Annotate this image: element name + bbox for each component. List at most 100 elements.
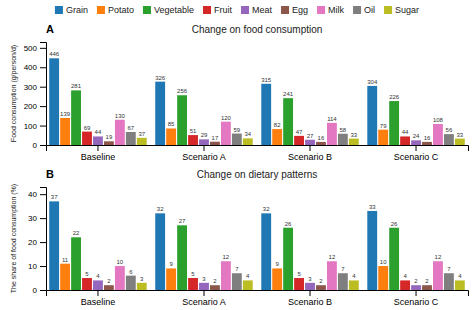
data-label: 2 bbox=[319, 278, 323, 284]
y-tick: 100 bbox=[24, 122, 46, 131]
data-label: 4 bbox=[403, 273, 407, 279]
bar bbox=[411, 140, 421, 145]
bar-series bbox=[93, 280, 421, 290]
y-tick-mark bbox=[40, 145, 46, 146]
data-label: 59 bbox=[233, 127, 240, 133]
y-tick-mark bbox=[40, 67, 46, 68]
bar bbox=[400, 280, 410, 290]
data-label: 37 bbox=[138, 131, 145, 137]
bar-series bbox=[49, 58, 377, 145]
data-label: 56 bbox=[446, 127, 453, 133]
legend-swatch bbox=[55, 6, 63, 14]
y-axis-title: Food consumption (g/person/d) bbox=[10, 45, 18, 142]
bar-series bbox=[82, 132, 410, 145]
data-label: 32 bbox=[157, 206, 164, 212]
data-label: 44 bbox=[402, 129, 409, 135]
data-labels: 4463263153041398582792812562412266951474… bbox=[49, 51, 464, 141]
data-label: 6 bbox=[129, 269, 133, 275]
data-label: 4 bbox=[352, 273, 356, 279]
y-tick-label: 400 bbox=[24, 63, 38, 72]
y-tick-mark bbox=[40, 194, 46, 195]
bar bbox=[243, 138, 253, 145]
bar bbox=[199, 283, 209, 290]
bar bbox=[272, 268, 282, 290]
y-tick-mark bbox=[40, 218, 46, 219]
data-label: 2 bbox=[107, 278, 111, 284]
data-label: 27 bbox=[179, 218, 186, 224]
data-label: 34 bbox=[244, 131, 251, 137]
y-axis: 0100200300400500 bbox=[24, 43, 47, 151]
data-label: 108 bbox=[433, 117, 444, 123]
bar bbox=[378, 130, 388, 145]
legend-label: Sugar bbox=[395, 5, 419, 15]
y-tick: 0 bbox=[33, 286, 46, 295]
bar bbox=[115, 266, 125, 290]
bar bbox=[188, 135, 198, 145]
bar bbox=[82, 132, 92, 145]
data-label: 19 bbox=[106, 134, 113, 140]
data-label: 5 bbox=[191, 271, 195, 277]
bar bbox=[126, 132, 136, 145]
legend-swatch bbox=[241, 6, 249, 14]
data-label: 3 bbox=[140, 276, 144, 282]
legend-label: Egg bbox=[292, 5, 308, 15]
y-tick-label: 0 bbox=[33, 141, 38, 150]
y-tick-label: 10 bbox=[28, 262, 37, 271]
title: Change on food consumption bbox=[192, 24, 323, 35]
bar bbox=[444, 134, 454, 145]
data-label: 226 bbox=[389, 94, 400, 100]
data-label: 241 bbox=[283, 91, 294, 97]
panel: 010203040BaselineScenario AScenario BSce… bbox=[10, 168, 469, 307]
x-tick: Scenario B bbox=[288, 145, 332, 162]
bar bbox=[104, 285, 114, 290]
bar bbox=[283, 98, 293, 145]
y-tick: 300 bbox=[24, 83, 46, 92]
bar bbox=[166, 268, 176, 290]
title: Change on dietary patterns bbox=[197, 169, 318, 180]
bar bbox=[155, 213, 165, 290]
x-tick-mark bbox=[416, 145, 417, 151]
bar bbox=[137, 283, 147, 290]
data-labels: 3732323311991022272626555443322222101212… bbox=[51, 194, 462, 284]
bar-series bbox=[104, 285, 432, 290]
bar bbox=[177, 225, 187, 290]
data-label: 4 bbox=[96, 273, 100, 279]
bar bbox=[60, 118, 70, 145]
y-tick: 40 bbox=[28, 190, 46, 199]
legend-item: Meat bbox=[241, 5, 273, 15]
data-label: 79 bbox=[380, 123, 387, 129]
bar-series bbox=[126, 273, 454, 290]
legend-swatch bbox=[317, 6, 325, 14]
bar bbox=[155, 82, 165, 145]
y-tick-label: 100 bbox=[24, 122, 38, 131]
chart: GrainPotatoVegetableFruitMeatEggMilkOilS… bbox=[0, 0, 474, 310]
data-label: 256 bbox=[177, 88, 188, 94]
data-label: 3 bbox=[308, 276, 312, 282]
legend-item: Grain bbox=[55, 5, 88, 15]
data-label: 24 bbox=[413, 133, 420, 139]
data-label: 47 bbox=[296, 129, 303, 135]
bar bbox=[283, 228, 293, 290]
data-label: 32 bbox=[263, 206, 270, 212]
bar bbox=[400, 136, 410, 145]
bar-series bbox=[93, 136, 421, 145]
data-label: 26 bbox=[285, 221, 292, 227]
y-tick-mark bbox=[40, 266, 46, 267]
data-label: 114 bbox=[327, 116, 337, 122]
bar bbox=[389, 101, 399, 145]
y-axis: 0 10 20 30 40 bbox=[28, 188, 46, 296]
bar bbox=[305, 140, 315, 145]
data-label: 16 bbox=[318, 135, 325, 141]
bar bbox=[338, 134, 348, 145]
x-tick: Scenario C bbox=[394, 290, 439, 307]
y-tick: 20 bbox=[28, 238, 46, 247]
x-tick: Scenario C bbox=[394, 145, 439, 162]
bar-series bbox=[60, 118, 388, 145]
data-label: 130 bbox=[115, 113, 126, 119]
data-label: 44 bbox=[95, 129, 102, 135]
x-tick: Baseline bbox=[81, 145, 116, 162]
bar bbox=[221, 261, 231, 290]
bar bbox=[261, 213, 271, 290]
legend-label: Oil bbox=[364, 5, 375, 15]
y-tick-label: 30 bbox=[28, 214, 37, 223]
